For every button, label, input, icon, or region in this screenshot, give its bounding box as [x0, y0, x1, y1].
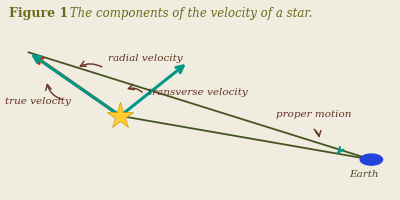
Text: radial velocity: radial velocity	[108, 54, 183, 63]
Text: Earth: Earth	[350, 170, 379, 179]
Text: Figure 1: Figure 1	[9, 7, 68, 20]
Circle shape	[360, 154, 382, 165]
Text: : The components of the velocity of a star.: : The components of the velocity of a st…	[62, 7, 313, 20]
Text: transverse velocity: transverse velocity	[148, 88, 248, 97]
Text: true velocity: true velocity	[5, 97, 70, 106]
Text: proper motion: proper motion	[276, 110, 351, 119]
